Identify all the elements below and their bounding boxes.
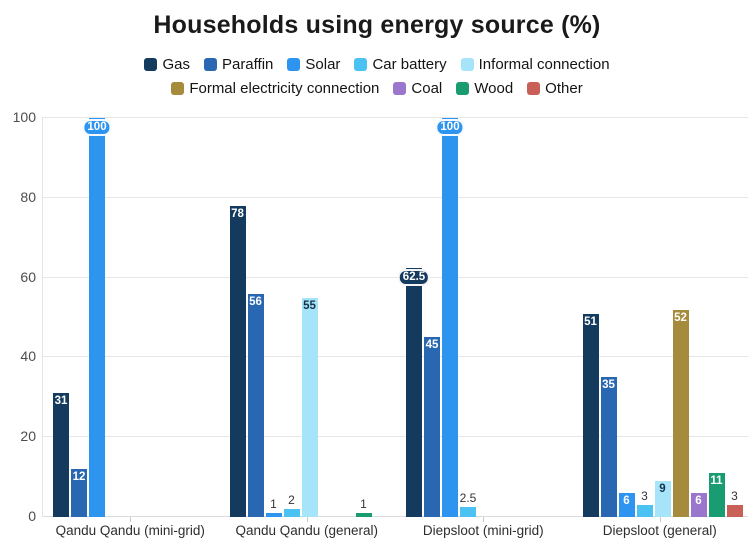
category-tick [659, 517, 661, 522]
bar-value-label: 51 [584, 315, 597, 328]
bar-solar-qandu-qandu-general [265, 513, 282, 517]
bar-value-label: 52 [674, 311, 687, 324]
category-tick [483, 517, 485, 522]
bar-value-label: 31 [54, 395, 68, 408]
category-tick [130, 517, 132, 522]
bar-informal-connection-diepsloot-general: 9 [654, 481, 671, 517]
bar-gas-qandu-qandu-general: 78 [229, 205, 246, 517]
bar-paraffin-diepsloot-general: 35 [600, 377, 617, 517]
bar-value-label: 3 [641, 489, 648, 504]
category-tick [306, 517, 308, 522]
bar-value-label: 45 [425, 339, 439, 352]
legend-item-car-battery: Car battery [354, 56, 447, 73]
bar-value-label: 2.5 [459, 491, 477, 506]
legend-label: Wood [474, 80, 514, 97]
legend-swatch [527, 82, 541, 95]
legend-row-1: Gas Paraffin Solar Car battery Informal conn… [0, 56, 754, 73]
category-label: Qandu Qandu (general) [235, 523, 379, 538]
legend-swatch [393, 82, 407, 95]
legend-row-2: Formal electricity connection Coal Wood Oth… [0, 80, 754, 97]
y-tick-label-100: 100 [12, 109, 36, 125]
gridline-80 [42, 196, 748, 198]
legend-item-informal-connection: Informal connection [460, 56, 610, 73]
legend-label: Gas [162, 56, 190, 73]
y-tick-label-80: 80 [20, 188, 36, 205]
category-label: Diepsloot (general) [602, 523, 717, 538]
legend-item-coal: Coal [393, 80, 442, 97]
legend-swatch [144, 58, 158, 71]
gridline-0 [42, 516, 748, 517]
bar-solar-diepsloot-mini-grid [442, 118, 458, 517]
legend-swatch [287, 58, 301, 71]
legend-swatch [203, 58, 217, 71]
legend-swatch [460, 58, 474, 71]
chart-title: Households using energy source (%) [153, 11, 601, 39]
bar-value-label: 11 [710, 475, 723, 488]
bar-solar-qandu-qandu-mini-grid [89, 118, 105, 517]
bar-car-battery-qandu-qandu-general [283, 509, 300, 517]
legend-swatch [456, 82, 470, 95]
bar-other-diepsloot-general [726, 505, 743, 517]
gridline-100 [42, 117, 748, 118]
bar-formal-electricity-connection-diepsloot-general: 52 [672, 309, 689, 517]
legend-label: Formal electricity connection [189, 80, 380, 97]
category-label: Qandu Qandu (mini-grid) [55, 523, 205, 538]
bar-paraffin-qandu-qandu-mini-grid: 12 [71, 469, 87, 517]
bar-wood-diepsloot-general: 11 [708, 473, 725, 517]
bar-value-label: 100 [82, 119, 112, 136]
bar-gas-qandu-qandu-mini-grid: 31 [53, 393, 69, 517]
bar-paraffin-diepsloot-mini-grid: 45 [424, 337, 440, 517]
bar-paraffin-qandu-qandu-general: 56 [247, 293, 264, 517]
bar-solar-diepsloot-general: 6 [618, 493, 635, 517]
legend-label: Car battery [372, 56, 447, 73]
legend-swatch [171, 82, 185, 95]
gridline-20 [42, 436, 748, 438]
bar-value-label: 1 [270, 497, 277, 511]
legend-label: Other [545, 80, 583, 97]
bar-value-label: 56 [249, 295, 262, 308]
legend-label: Informal connection [478, 56, 610, 73]
bar-value-label: 6 [623, 495, 630, 508]
bar-coal-diepsloot-general: 6 [690, 493, 707, 517]
bar-value-label: 1 [360, 497, 367, 511]
y-tick-label-40: 40 [20, 348, 36, 365]
gridline-40 [42, 356, 748, 358]
bar-value-label: 6 [695, 495, 702, 508]
legend-item-formal-electricity-connection: Formal electricity connection [171, 80, 379, 97]
legend-item-wood: Wood [456, 80, 513, 97]
bar-value-label: 12 [72, 471, 86, 484]
bar-value-label: 35 [602, 379, 615, 392]
legend-item-solar: Solar [287, 56, 340, 73]
legend-label: Solar [305, 56, 341, 73]
legend-item-gas: Gas [144, 56, 190, 73]
y-axis-line [42, 118, 43, 517]
y-tick-label-20: 20 [20, 428, 36, 445]
legend-item-paraffin: Paraffin [203, 56, 274, 73]
bar-value-label: 55 [303, 299, 316, 312]
category-label: Diepsloot (mini-grid) [422, 523, 544, 538]
bar-gas-diepsloot-general: 51 [582, 313, 599, 517]
bar-value-label: 100 [435, 119, 465, 136]
bar-value-label: 9 [659, 483, 666, 496]
bar-informal-connection-qandu-qandu-general: 55 [301, 297, 318, 517]
y-tick-label-60: 60 [20, 268, 36, 285]
legend-label: Coal [411, 80, 443, 97]
bar-car-battery-diepsloot-general [636, 505, 653, 517]
bar-car-battery-diepsloot-mini-grid [460, 507, 476, 517]
legend-item-other: Other [527, 80, 583, 97]
bar-value-label: 62.5 [397, 268, 431, 286]
bar-gas-diepsloot-mini-grid [406, 267, 422, 517]
legend-label: Paraffin [221, 56, 274, 73]
bar-wood-qandu-qandu-general [355, 513, 372, 517]
bar-value-label: 78 [231, 207, 244, 220]
legend-swatch [354, 58, 368, 71]
bar-value-label: 3 [731, 489, 738, 504]
gridline-60 [42, 276, 748, 278]
bar-value-label: 2 [288, 493, 295, 508]
y-tick-label-0: 0 [28, 508, 36, 524]
